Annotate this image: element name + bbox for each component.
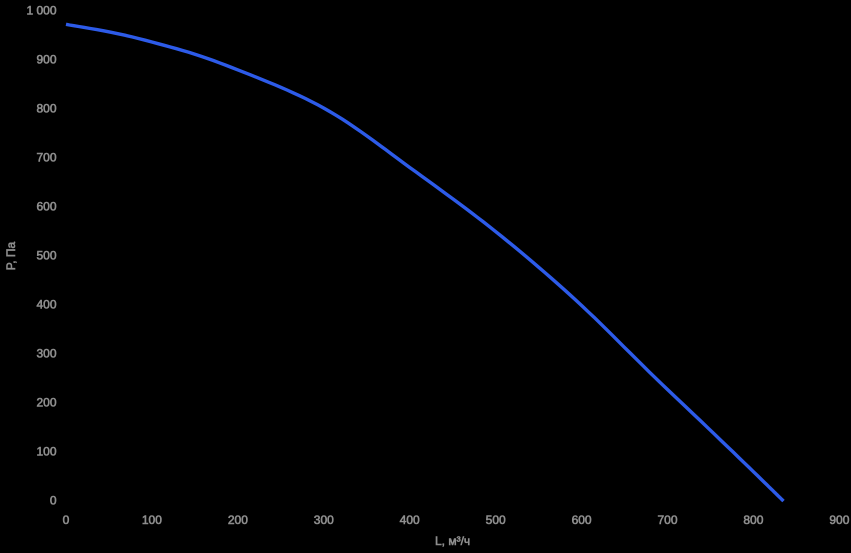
svg-text:1 000: 1 000	[26, 4, 56, 18]
svg-text:700: 700	[657, 513, 677, 527]
svg-text:500: 500	[486, 513, 506, 527]
svg-text:200: 200	[228, 513, 248, 527]
svg-text:0: 0	[63, 513, 70, 527]
svg-text:200: 200	[36, 396, 56, 410]
svg-text:900: 900	[829, 513, 849, 527]
svg-text:500: 500	[36, 249, 56, 263]
svg-text:300: 300	[314, 513, 334, 527]
svg-text:400: 400	[400, 513, 420, 527]
svg-text:0: 0	[50, 494, 57, 508]
svg-text:L, м³/ч: L, м³/ч	[435, 534, 470, 548]
svg-text:P, Па: P, Па	[4, 241, 18, 270]
svg-text:400: 400	[36, 298, 56, 312]
svg-text:800: 800	[743, 513, 763, 527]
svg-text:800: 800	[36, 102, 56, 116]
svg-text:100: 100	[36, 445, 56, 459]
svg-text:600: 600	[572, 513, 592, 527]
svg-text:900: 900	[36, 53, 56, 67]
svg-text:700: 700	[36, 151, 56, 165]
svg-text:100: 100	[142, 513, 162, 527]
svg-text:600: 600	[36, 200, 56, 214]
svg-text:300: 300	[36, 347, 56, 361]
